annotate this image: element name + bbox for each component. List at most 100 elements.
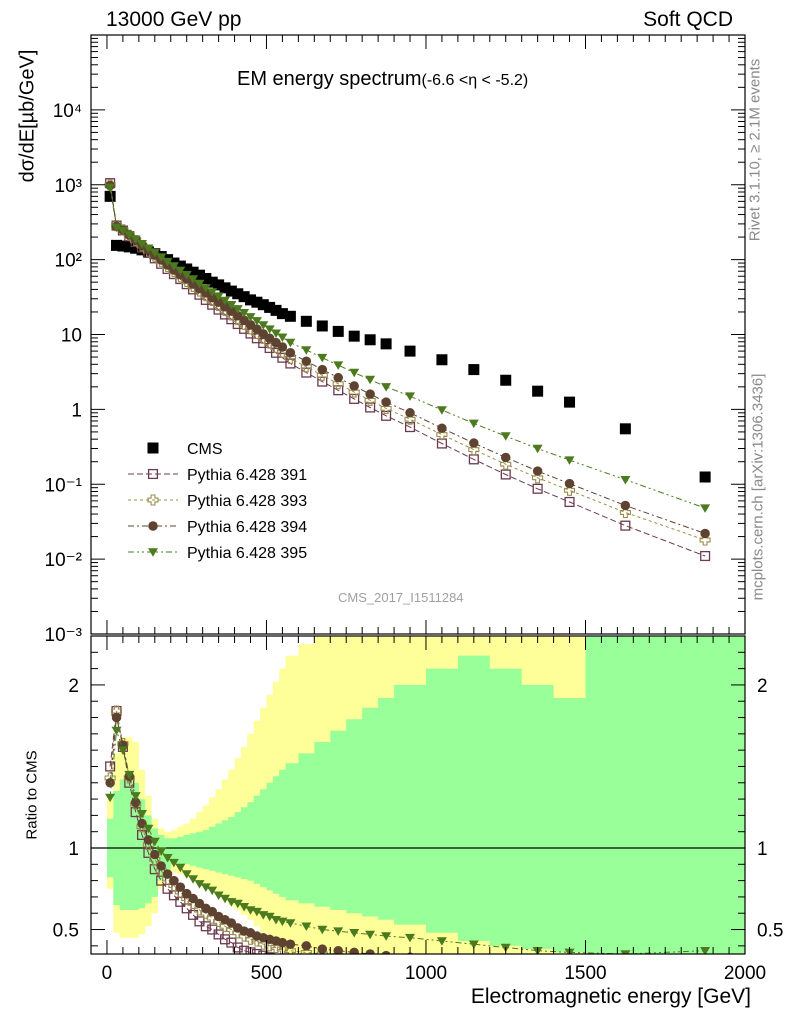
ratio-point: [143, 835, 154, 845]
data-point: [285, 358, 296, 369]
legend-entry-2: Pythia 6.428 393: [128, 493, 307, 510]
data-point: [175, 266, 186, 276]
data-point: [316, 320, 328, 332]
ratio-ytick-label: 2: [68, 676, 79, 697]
legend-marker: [147, 494, 159, 506]
ratio-point: [169, 875, 179, 886]
data-point: [239, 309, 250, 318]
data-point: [251, 296, 263, 308]
ratio-point: [264, 952, 275, 954]
legend-label: CMS: [187, 441, 223, 458]
data-point: [143, 244, 154, 253]
ratio-point: [130, 792, 141, 801]
ratio-point: [276, 943, 288, 954]
legend-entry-3: Pythia 6.428 394: [128, 519, 307, 536]
ratio-point: [620, 950, 631, 954]
ratio-point: [468, 940, 479, 949]
ratio-point: [105, 778, 115, 788]
xlabel: Electromagnetic energy [GeV]: [470, 985, 751, 1008]
data-point: [181, 270, 192, 280]
data-point: [188, 275, 199, 284]
ratio-point: [239, 903, 250, 912]
data-point: [123, 241, 135, 253]
data-point: [285, 348, 296, 358]
ratio-series-0: [105, 705, 510, 983]
data-point: [700, 504, 711, 513]
data-point: [405, 392, 415, 401]
data-point: [699, 471, 711, 483]
data-point: [285, 338, 296, 348]
ratio-point: [143, 824, 154, 834]
series-2: [104, 179, 711, 546]
legend-entry-0: CMS: [147, 441, 223, 458]
data-point: [500, 432, 511, 441]
data-point: [532, 483, 543, 494]
ratio-point: [333, 945, 343, 954]
ratio-point: [501, 974, 510, 983]
data-point: [404, 345, 416, 357]
data-point: [332, 325, 344, 337]
data-point: [232, 288, 244, 300]
ratio-point: [700, 964, 710, 974]
series-3: [105, 180, 710, 539]
ratio-point: [150, 849, 160, 860]
xtick-label: 0: [102, 963, 113, 984]
header-left: 13000 GeV pp: [106, 8, 242, 31]
ratio-point: [301, 922, 312, 931]
mcplots-label: mcplots.cern.ch [arXiv:1306.3436]: [749, 373, 767, 601]
main-title: EM energy spectrum(-6.6 <η < -5.2): [237, 68, 528, 91]
ratio-ytick-label: 1: [68, 839, 79, 860]
ratio-point: [219, 934, 231, 945]
data-point: [700, 550, 711, 562]
data-point: [500, 458, 512, 470]
data-point: [207, 288, 218, 297]
ratio-ytick-label: 0.5: [53, 921, 79, 942]
ratio-point: [207, 886, 218, 896]
main-ytick-label: 10³: [55, 176, 82, 197]
ratio-point: [258, 950, 269, 954]
data-point: [194, 279, 205, 289]
main-ytick-label: 10⁻³: [45, 625, 83, 646]
legend-marker: [148, 548, 158, 557]
data-point: [620, 520, 631, 531]
data-point: [232, 305, 243, 314]
ratio-point: [232, 899, 243, 909]
data-point: [436, 354, 448, 366]
ratio-point: [137, 810, 147, 819]
data-point: [620, 500, 631, 511]
ratio-point: [277, 917, 288, 927]
ratio-point: [700, 947, 711, 954]
xtick-label: 1500: [564, 963, 606, 984]
data-point: [117, 240, 129, 252]
data-point: [174, 260, 186, 272]
ratio-point: [285, 939, 296, 949]
data-point: [277, 333, 288, 342]
ratio-point: [111, 712, 122, 723]
data-point: [264, 325, 275, 334]
data-point: [381, 383, 392, 392]
data-point: [365, 402, 376, 413]
ratio-point: [365, 930, 376, 940]
ratio-point: [349, 947, 359, 954]
data-point: [111, 223, 122, 233]
data-point: [349, 381, 359, 391]
main-ytick-label: 10⁻¹: [45, 475, 83, 496]
legend-entry-4: Pythia 6.428 395: [128, 545, 307, 562]
data-point: [619, 506, 631, 519]
data-point: [226, 301, 237, 310]
ratio-ytick-label-right: 2: [757, 676, 768, 697]
ratio-ylabel: Ratio to CMS: [23, 750, 41, 840]
ratio-point: [251, 907, 262, 917]
ratio-point: [366, 966, 375, 975]
ratio-ytick-label-right: 1: [757, 839, 768, 860]
data-point: [168, 262, 179, 271]
data-point: [200, 284, 211, 293]
ratio-point: [318, 961, 327, 970]
xtick-label: 2000: [724, 963, 766, 984]
legend-label: Pythia 6.428 394: [187, 519, 307, 536]
data-point: [333, 385, 344, 396]
ratio-point: [334, 963, 343, 972]
data-point: [156, 253, 167, 262]
main-ytick-label: 10⁻²: [45, 550, 83, 571]
data-point: [258, 321, 269, 330]
